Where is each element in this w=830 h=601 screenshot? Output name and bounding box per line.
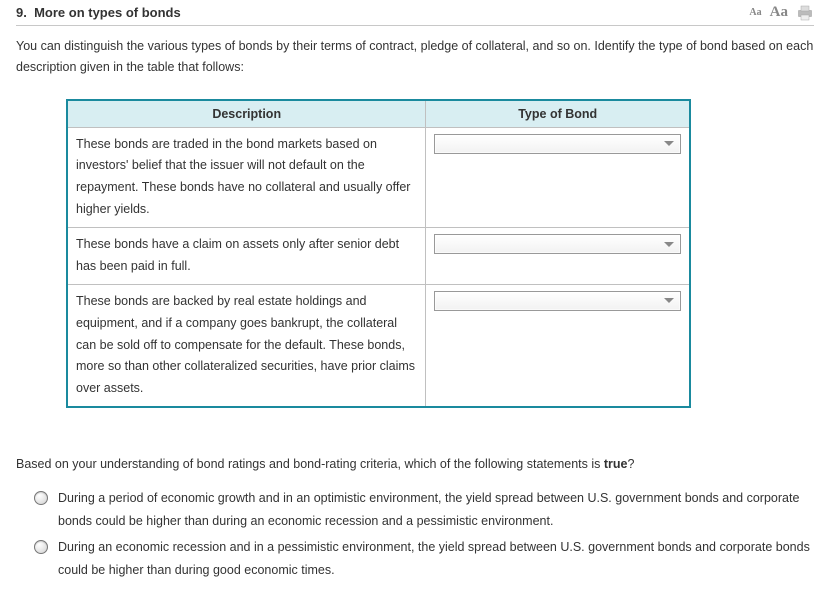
question-intro-text: You can distinguish the various types of… bbox=[16, 36, 814, 79]
option-row: During a period of economic growth and i… bbox=[34, 487, 814, 532]
bond-type-dropdown[interactable] bbox=[434, 134, 681, 154]
radio-button[interactable] bbox=[34, 491, 48, 505]
description-cell: These bonds have a claim on assets only … bbox=[67, 228, 426, 285]
font-decrease-icon[interactable]: Aa bbox=[749, 7, 761, 18]
question-number: 9. bbox=[16, 5, 27, 20]
bond-type-dropdown[interactable] bbox=[434, 291, 681, 311]
chevron-down-icon bbox=[664, 242, 674, 247]
table-row: These bonds have a claim on assets only … bbox=[67, 228, 690, 285]
font-increase-icon[interactable]: Aa bbox=[770, 4, 788, 21]
question-title-text: More on types of bonds bbox=[34, 5, 181, 20]
table-header-description: Description bbox=[67, 100, 426, 128]
answer-options: During a period of economic growth and i… bbox=[16, 487, 814, 581]
table-header-type: Type of Bond bbox=[426, 100, 690, 128]
header-toolbar: Aa Aa bbox=[749, 4, 814, 21]
bond-type-dropdown[interactable] bbox=[434, 234, 681, 254]
option-text: During a period of economic growth and i… bbox=[58, 487, 814, 532]
followup-prefix: Based on your understanding of bond rati… bbox=[16, 457, 604, 471]
option-text: During an economic recession and in a pe… bbox=[58, 536, 814, 581]
radio-button[interactable] bbox=[34, 540, 48, 554]
question-header: 9. More on types of bonds Aa Aa bbox=[16, 4, 814, 26]
type-cell bbox=[426, 228, 690, 285]
description-cell: These bonds are traded in the bond marke… bbox=[67, 127, 426, 228]
type-cell bbox=[426, 284, 690, 407]
followup-suffix: ? bbox=[627, 457, 634, 471]
option-row: During an economic recession and in a pe… bbox=[34, 536, 814, 581]
table-row: These bonds are traded in the bond marke… bbox=[67, 127, 690, 228]
question-title: 9. More on types of bonds bbox=[16, 5, 181, 20]
description-cell: These bonds are backed by real estate ho… bbox=[67, 284, 426, 407]
chevron-down-icon bbox=[664, 141, 674, 146]
type-cell bbox=[426, 127, 690, 228]
chevron-down-icon bbox=[664, 298, 674, 303]
followup-bold: true bbox=[604, 457, 628, 471]
followup-question: Based on your understanding of bond rati… bbox=[16, 454, 814, 475]
table-row: These bonds are backed by real estate ho… bbox=[67, 284, 690, 407]
print-icon[interactable] bbox=[796, 5, 814, 21]
bond-type-table: Description Type of Bond These bonds are… bbox=[66, 99, 691, 409]
